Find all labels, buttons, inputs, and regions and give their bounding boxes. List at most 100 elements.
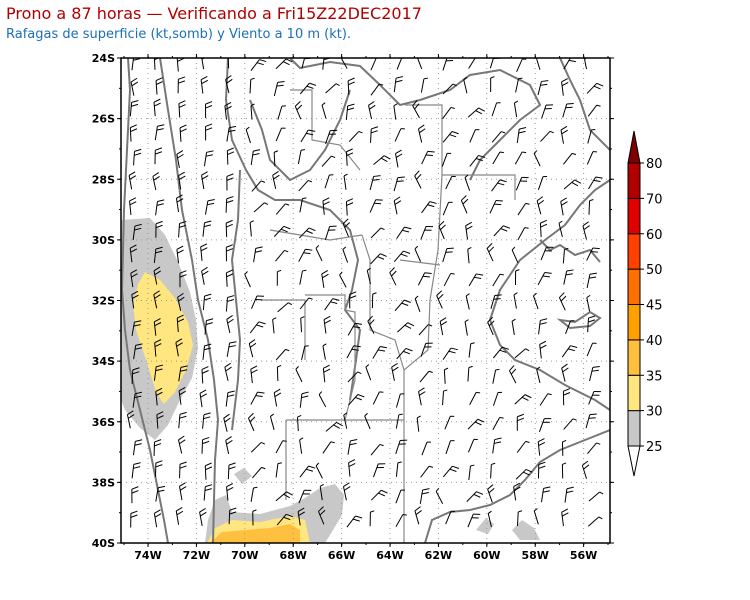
wind-barb: [537, 272, 552, 286]
wind-barb: [298, 179, 313, 192]
wind-barb: [490, 76, 495, 93]
wind-barb: [176, 150, 184, 168]
wind-barb: [343, 173, 348, 190]
wind-barb: [249, 220, 254, 237]
wind-barb: [155, 220, 163, 238]
wind-barb: [583, 58, 588, 70]
wind-barb: [179, 270, 187, 288]
lon-tick-label: 64W: [376, 549, 403, 562]
wind-barb: [342, 246, 349, 263]
colorbar-segment: [627, 197, 641, 235]
wind-barb: [589, 365, 600, 382]
lat-tick-label: 36S: [92, 416, 115, 429]
colorbar-label: 45: [646, 299, 663, 314]
wind-barb: [397, 322, 415, 333]
wind-barb: [225, 295, 235, 312]
wind-barb: [487, 484, 495, 503]
wind-barb: [536, 366, 541, 383]
wind-barb: [202, 220, 212, 237]
colorbar-label: 70: [646, 192, 663, 207]
wind-barb: [250, 59, 267, 71]
wind-barb: [249, 321, 266, 334]
wind-barb: [225, 436, 233, 455]
lon-tick-label: 68W: [279, 549, 306, 562]
gust-area-25kt-se-2: [512, 520, 540, 540]
wind-barb: [442, 131, 459, 143]
map-axes: 24S 26S 28S 30S 32S 34S 36S 38S 40S 74W 72W 70W 68W 6…: [92, 52, 614, 562]
wind-barb: [155, 460, 163, 478]
lon-tick-label: 56W: [570, 549, 597, 562]
wind-barb: [540, 486, 551, 503]
wind-barb: [561, 78, 569, 96]
wind-barb: [299, 197, 307, 213]
wind-barb: [342, 218, 351, 237]
wind-barb: [325, 83, 340, 94]
wind-barb: [322, 197, 330, 215]
wind-barb: [153, 290, 161, 309]
wind-barb: [435, 488, 444, 504]
wind-barb: [347, 77, 355, 95]
chart-subtitle: Rafagas de superficie (kt,somb) y Viento…: [6, 27, 352, 42]
wind-barb: [315, 462, 323, 479]
wind-barb: [585, 413, 597, 429]
wind-barb: [153, 439, 162, 456]
wind-barb: [154, 147, 163, 165]
wind-barb: [417, 124, 426, 143]
wind-barb: [128, 171, 137, 190]
wind-barb: [370, 58, 381, 71]
wind-barb: [421, 201, 437, 214]
wind-barb: [393, 76, 403, 93]
wind-barb: [133, 343, 143, 360]
wind-barb: [365, 364, 372, 381]
wind-barb: [299, 269, 307, 285]
wind-barb: [513, 100, 519, 118]
wind-barb: [516, 127, 527, 144]
wind-barb: [201, 436, 210, 454]
wind-barb: [156, 411, 164, 429]
wind-barb: [395, 489, 405, 504]
wind-barb: [324, 225, 337, 240]
wind-barb: [371, 292, 377, 309]
wind-barb: [153, 98, 161, 117]
lat-tick-label: 34S: [92, 355, 115, 368]
lat-tick-label: 28S: [92, 173, 115, 186]
colorbar-lower-triangle: [627, 445, 641, 477]
wind-barb: [469, 391, 481, 406]
wind-barb: [155, 77, 163, 95]
wind-barb: [588, 390, 601, 405]
wind-barb: [443, 273, 455, 287]
wind-barb: [248, 339, 257, 358]
wind-barb: [347, 371, 362, 383]
wind-barb: [298, 248, 313, 262]
wind-barb: [275, 462, 282, 478]
wind-barb: [225, 269, 234, 287]
gust-area-35kt-south: [210, 524, 300, 543]
wind-barb: [153, 246, 163, 263]
wind-barb: [442, 247, 454, 263]
wind-barb: [420, 465, 434, 478]
wind-barb: [389, 267, 397, 286]
wind-barb: [249, 77, 255, 94]
wind-barb: [561, 363, 569, 382]
wind-barb: [420, 342, 433, 357]
wind-barb: [202, 343, 212, 360]
wind-barb: [155, 199, 165, 216]
chart-title: Prono a 87 horas — Verificando a Fri15Z2…: [6, 4, 422, 23]
wind-barb: [467, 107, 485, 118]
wind-barb: [467, 418, 485, 430]
wind-barb: [560, 125, 568, 144]
wind-barb: [468, 342, 475, 358]
wind-barb: [367, 315, 375, 334]
wind-barb: [393, 250, 411, 263]
wind-barb: [370, 443, 384, 456]
wind-barb: [492, 368, 500, 384]
colorbar-label: 50: [646, 263, 663, 278]
wind-barb: [414, 506, 422, 525]
wind-barb: [205, 123, 213, 141]
wind-barb: [538, 418, 552, 433]
wind-barb: [558, 292, 567, 311]
wind-barb: [515, 176, 529, 191]
wind-barb: [490, 294, 502, 310]
wind-barb: [153, 318, 162, 336]
wind-barb: [364, 412, 371, 430]
